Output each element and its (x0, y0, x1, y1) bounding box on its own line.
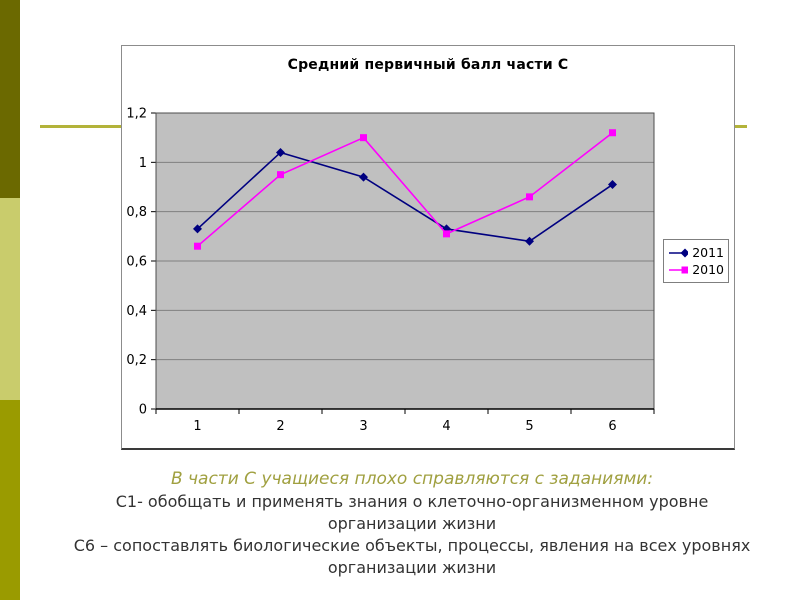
marker-square (681, 266, 689, 273)
left-accent-bar-dark (0, 0, 20, 198)
marker-square (609, 129, 616, 137)
x-tick-label: 5 (525, 419, 533, 434)
marker-diamond (680, 248, 689, 257)
y-tick-label: 1,2 (126, 107, 147, 122)
caption-line-2: С6 – сопоставлять биологические объекты,… (73, 536, 751, 577)
marker-diamond (193, 224, 202, 234)
y-tick-label: 0,2 (126, 353, 147, 368)
x-tick-label: 6 (608, 419, 616, 434)
chart-title: Средний первичный балл части С (287, 57, 569, 73)
y-tick-label: 0 (139, 403, 147, 418)
caption-block: В части С учащиеся плохо справляются с з… (62, 467, 762, 579)
marker-square (277, 171, 284, 179)
y-tick-label: 1 (139, 156, 147, 171)
y-tick-label: 0,4 (126, 304, 147, 319)
marker-square (526, 193, 533, 201)
marker-diamond (359, 172, 368, 182)
marker-square (194, 242, 201, 250)
chart-legend: 2011 2010 (663, 239, 729, 283)
marker-square (443, 230, 450, 238)
caption-line-1: С1- обобщать и применять знания о клеточ… (115, 492, 709, 533)
legend-diamond-icon (669, 248, 689, 257)
chart-object: 0 0,2 0,4 0,6 0,8 1 1,2 1 2 3 4 5 6 Средний первичны… (121, 45, 735, 450)
caption-heading: В части С учащиеся плохо справляются с з… (170, 469, 654, 489)
marker-diamond (525, 236, 534, 246)
x-tick-label: 3 (359, 419, 367, 434)
legend-item-2011: 2011 (669, 244, 724, 261)
left-accent-bar-light (0, 198, 20, 400)
marker-square (360, 134, 367, 142)
y-tick-label: 0,8 (126, 205, 147, 220)
series-line-2011 (196, 151, 613, 243)
x-tick-label: 4 (442, 419, 450, 434)
series-line-2010 (196, 132, 613, 247)
x-tick-label: 2 (276, 419, 284, 434)
legend-item-2010: 2010 (669, 261, 724, 278)
x-tick-label: 1 (193, 419, 201, 434)
marker-diamond (608, 180, 617, 190)
legend-label: 2011 (692, 245, 724, 260)
marker-diamond (276, 147, 285, 157)
y-tick-label: 0,6 (126, 255, 147, 270)
legend-square-icon (669, 266, 689, 273)
left-accent-bar-olive (0, 400, 20, 600)
legend-label: 2010 (692, 262, 724, 277)
line-chart: 0 0,2 0,4 0,6 0,8 1 1,2 1 2 3 4 5 6 (126, 107, 655, 434)
